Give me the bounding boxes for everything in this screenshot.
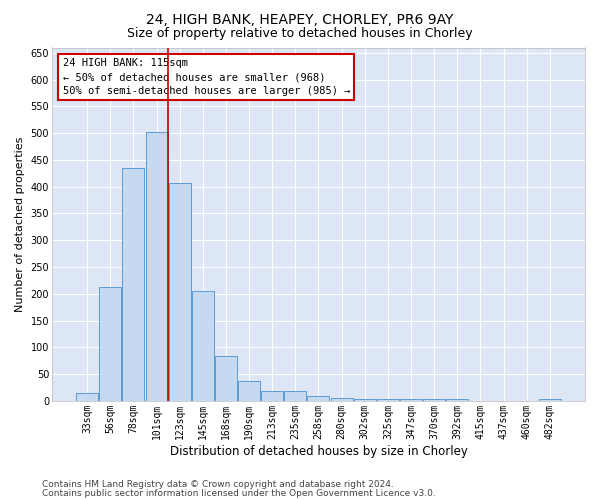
Bar: [261, 392, 283, 401]
Bar: [307, 396, 329, 401]
Bar: [100, 288, 121, 401]
Bar: [284, 392, 307, 401]
Bar: [331, 398, 353, 401]
Bar: [122, 168, 145, 401]
Text: Size of property relative to detached houses in Chorley: Size of property relative to detached ho…: [127, 28, 473, 40]
Text: 24 HIGH BANK: 115sqm
← 50% of detached houses are smaller (968)
50% of semi-deta: 24 HIGH BANK: 115sqm ← 50% of detached h…: [62, 58, 350, 96]
Bar: [238, 380, 260, 401]
Bar: [377, 399, 399, 401]
Y-axis label: Number of detached properties: Number of detached properties: [15, 136, 25, 312]
Text: Contains public sector information licensed under the Open Government Licence v3: Contains public sector information licen…: [42, 489, 436, 498]
Bar: [146, 132, 167, 401]
Text: Contains HM Land Registry data © Crown copyright and database right 2024.: Contains HM Land Registry data © Crown c…: [42, 480, 394, 489]
Bar: [76, 393, 98, 401]
X-axis label: Distribution of detached houses by size in Chorley: Distribution of detached houses by size …: [170, 444, 467, 458]
Text: 24, HIGH BANK, HEAPEY, CHORLEY, PR6 9AY: 24, HIGH BANK, HEAPEY, CHORLEY, PR6 9AY: [146, 12, 454, 26]
Bar: [400, 399, 422, 401]
Bar: [446, 399, 468, 401]
Bar: [423, 399, 445, 401]
Bar: [354, 399, 376, 401]
Bar: [539, 399, 561, 401]
Bar: [169, 183, 191, 401]
Bar: [215, 356, 237, 401]
Bar: [192, 291, 214, 401]
